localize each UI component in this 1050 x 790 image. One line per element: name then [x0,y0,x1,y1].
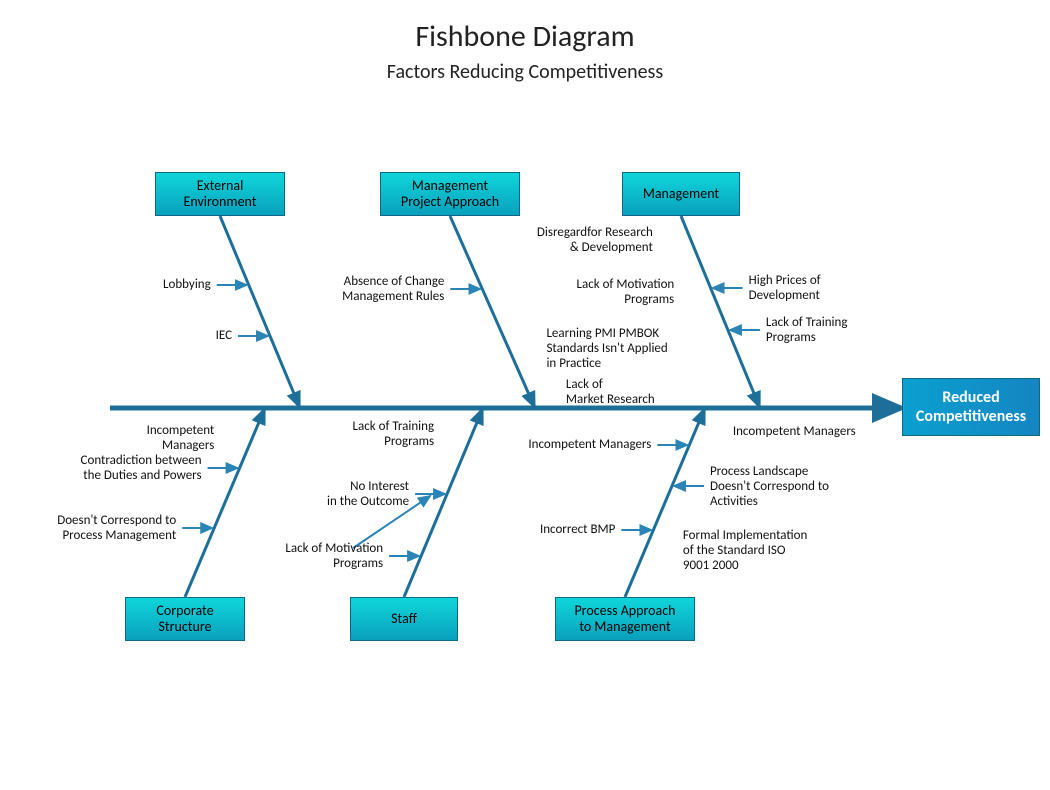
category-corp: CorporateStructure [125,597,245,641]
category-mpa: ManagementProject Approach [380,172,520,216]
cause-label: Lack of MotivationPrograms [534,278,674,308]
cause-label: Incompetent Managers [491,438,651,453]
cause-label: Lack of MotivationPrograms [243,542,383,572]
fishbone-diagram: Fishbone Diagram Factors Reducing Compet… [0,0,1050,790]
cause-label: Contradiction betweenthe Duties and Powe… [42,454,202,484]
cause-label: Lack ofMarket Research [566,378,686,408]
category-staff: Staff [350,597,458,641]
effect-head: Reduced Competitiveness [902,378,1040,436]
cause-label: High Prices ofDevelopment [749,274,869,304]
cause-label: Lack of TrainingPrograms [314,420,434,450]
cause-label: Learning PMI PMBOKStandards Isn't Applie… [546,327,706,372]
diagram-svg [0,0,1050,790]
cause-label: No Interestin the Outcome [299,480,409,510]
cause-label: Incompetent Managers [733,425,893,440]
cause-label: Incorrect BMP [505,523,615,538]
category-ext: ExternalEnvironment [155,172,285,216]
cause-label: IEC [192,329,232,344]
category-pam: Process Approachto Management [555,597,695,641]
cause-label: Lobbying [141,278,211,293]
cause-label: Disregardfor Research& Development [493,226,653,256]
cause-label: Process LandscapeDoesn't Correspond toAc… [710,465,880,510]
cause-label: Doesn't Correspond toProcess Management [16,514,176,544]
cause-label: Lack of TrainingPrograms [766,316,886,346]
cause-label: IncompetentManagers [114,424,214,454]
cause-label: Formal Implementationof the Standard ISO… [683,529,853,574]
cause-label: Absence of ChangeManagement Rules [304,275,444,305]
category-mgmt: Management [622,172,740,216]
